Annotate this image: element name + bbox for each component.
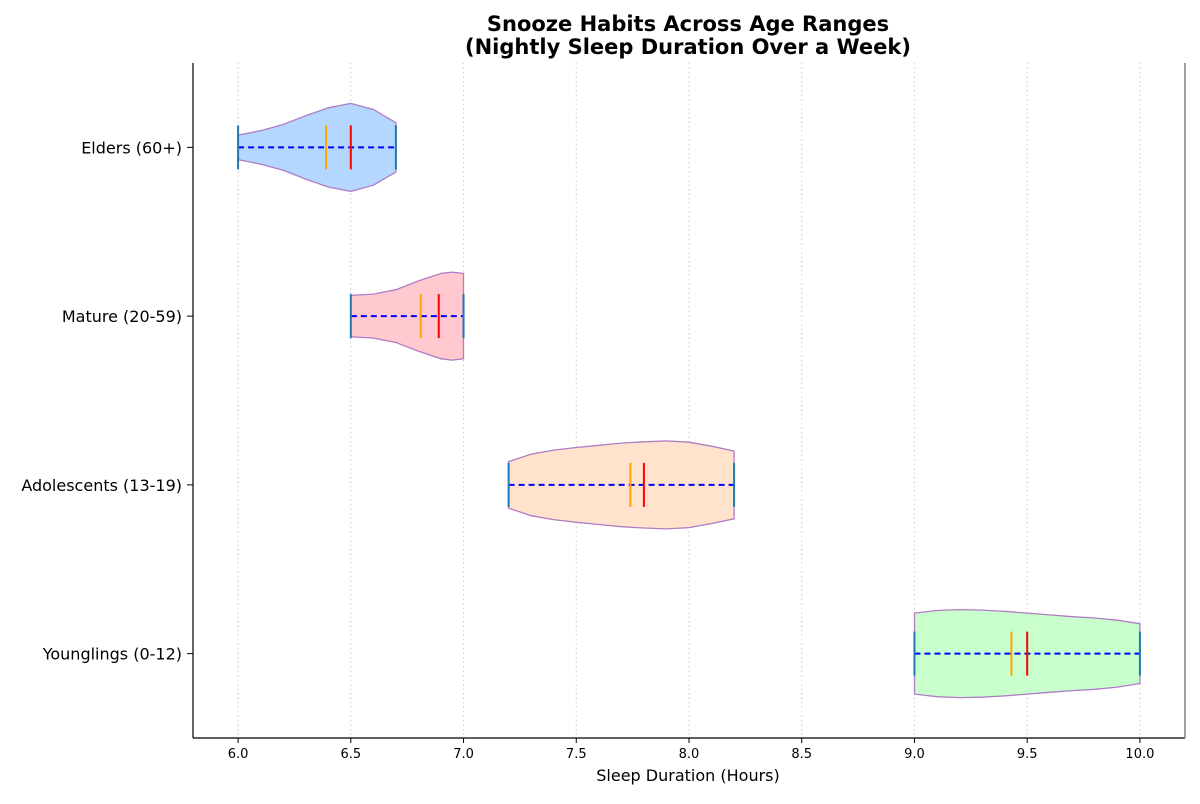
- y-tick-label: Mature (20-59): [62, 307, 182, 326]
- x-tick-label: 6.0: [228, 747, 249, 762]
- chart-title: Snooze Habits Across Age Ranges: [487, 12, 889, 36]
- x-tick-label: 8.5: [791, 747, 812, 762]
- x-tick-label: 9.5: [1017, 747, 1038, 762]
- x-tick-label: 7.5: [566, 747, 587, 762]
- x-tick-label: 9.0: [904, 747, 925, 762]
- violin-body: [350, 271, 465, 361]
- x-axis-label: Sleep Duration (Hours): [596, 766, 779, 785]
- x-tick-label: 6.5: [340, 747, 361, 762]
- axis-layer: Elders (60+) Mature (20-59) Adolescents (1…: [21, 63, 1186, 762]
- y-tick-label: Adolescents (13-19): [21, 476, 182, 495]
- violin-body: [237, 102, 397, 193]
- x-tick-label: 8.0: [679, 747, 700, 762]
- x-tick-label: 7.0: [453, 747, 474, 762]
- chart-subtitle: (Nightly Sleep Duration Over a Week): [465, 35, 911, 59]
- x-tick-label: 10.0: [1125, 747, 1154, 762]
- violin-layer: [237, 102, 1141, 699]
- y-tick-label: Elders (60+): [81, 138, 182, 157]
- y-tick-label: Younglings (0-12): [42, 645, 182, 664]
